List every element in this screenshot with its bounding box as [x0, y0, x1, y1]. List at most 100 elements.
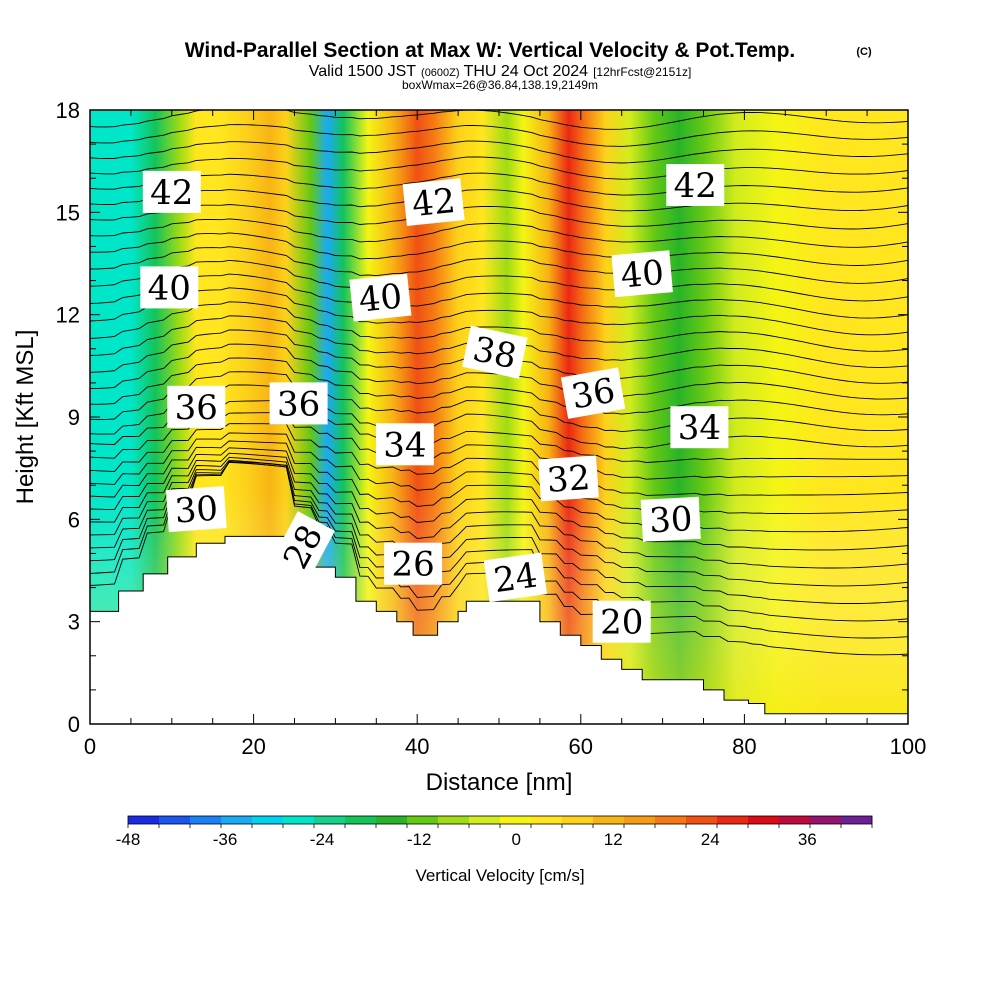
- contour-label-text: 36: [277, 384, 320, 424]
- isentrope-line: [90, 384, 908, 450]
- subtitle-valid: Valid 1500 JST: [309, 63, 417, 80]
- colorbar-swatch: [531, 816, 563, 824]
- contour-label-text: 30: [173, 489, 219, 532]
- colorbar-swatch: [128, 816, 160, 824]
- colorbar-swatch: [159, 816, 191, 824]
- isentrope-line: [90, 459, 908, 604]
- y-axis-label: Height [Kft MSL]: [12, 330, 39, 505]
- y-tick-label: 3: [68, 610, 80, 635]
- subtitle-forecast: [12hrFcst@2151z]: [593, 65, 691, 79]
- colorbar: -48 -36 -24 -12 0 12 24 36: [116, 815, 873, 849]
- colorbar-swatch: [345, 816, 377, 824]
- isentrope-line: [90, 189, 908, 212]
- colorbar-swatch: [438, 816, 470, 824]
- isentrope-line: [90, 423, 908, 497]
- contour-label-text: 30: [648, 499, 693, 541]
- contour-label-text: 20: [600, 603, 643, 643]
- contour-label: 26: [384, 542, 443, 585]
- contour-label-box: [167, 385, 226, 428]
- contour-label-text: 42: [674, 166, 717, 206]
- x-tick-label: 0: [84, 734, 96, 759]
- isentrope-line: [90, 246, 908, 284]
- colorbar-swatch: [314, 816, 346, 824]
- colorbar-tick-label: 36: [798, 830, 817, 849]
- colorbar-tick-label: -24: [310, 830, 335, 849]
- contour-label: 42: [666, 164, 725, 206]
- contour-label-text: 42: [150, 173, 193, 213]
- isentrope-line: [90, 432, 908, 515]
- contour-label-text: 26: [391, 545, 434, 585]
- isentrope-line: [90, 440, 908, 533]
- contour-label-text: 34: [383, 425, 426, 465]
- colorbar-swatch: [748, 816, 780, 824]
- contour-label: 30: [165, 486, 227, 533]
- contour-label-box: [140, 266, 199, 309]
- title-copyright-mark: (C): [856, 46, 872, 58]
- contour-label: 36: [269, 382, 328, 425]
- contour-label: 34: [670, 406, 729, 449]
- y-tick-label: 15: [56, 200, 80, 225]
- isentrope-line: [90, 232, 908, 266]
- subtitle-date: THU 24 Oct 2024: [464, 63, 589, 80]
- contour-label-box: [670, 406, 729, 449]
- colorbar-tick-label: -48: [116, 830, 141, 849]
- colorbar-swatch: [655, 816, 687, 824]
- contour-label-text: 24: [491, 555, 539, 601]
- contour-label: 36: [167, 385, 226, 428]
- colorbar-swatch: [810, 816, 842, 824]
- subtitle-boxwmax: boxWmax=26@36.84,138.19,2149m: [402, 78, 598, 92]
- contour-label-text: 40: [357, 276, 404, 320]
- isentrope-line: [90, 357, 908, 416]
- contour-label-box: [666, 164, 725, 206]
- contour-label: 34: [375, 423, 434, 466]
- plot-field: [90, 110, 908, 724]
- y-tick-label: 0: [68, 712, 80, 737]
- contour-label-text: 32: [546, 458, 592, 501]
- contour-label: 24: [483, 552, 548, 603]
- contour-label-box: [375, 423, 434, 466]
- contour-label-text: 42: [410, 181, 457, 225]
- contour-label-box: [384, 542, 443, 585]
- contour-label: 40: [140, 266, 199, 309]
- colorbar-swatch: [562, 816, 594, 824]
- colorbar-swatch: [469, 816, 501, 824]
- contour-label-text: 36: [568, 371, 618, 418]
- y-tick-label: 9: [68, 405, 80, 430]
- colorbar-swatch: [283, 816, 315, 824]
- terrain-mask: [90, 535, 908, 724]
- isentrope-line: [90, 124, 908, 147]
- contour-label: 32: [538, 455, 599, 502]
- contour-label-box: [611, 250, 673, 298]
- colorbar-swatch: [500, 816, 532, 824]
- isentrope-line: [90, 412, 908, 480]
- chart-title: Wind-Parallel Section at Max W: Vertical…: [185, 39, 872, 62]
- contour-label-box: [462, 325, 528, 379]
- isentrope-line: [90, 456, 908, 587]
- colorbar-swatch: [779, 816, 811, 824]
- contour-label-box: [592, 600, 651, 643]
- isentrope-line: [90, 461, 908, 622]
- isentrope-line: [90, 371, 908, 433]
- colorbar-tick-label: 0: [511, 830, 520, 849]
- isentrope-line: [90, 400, 908, 463]
- contour-label: 40: [611, 250, 673, 298]
- contour-label-box: [560, 367, 626, 419]
- colorbar-swatch: [376, 816, 408, 824]
- colorbar-tick-label: -36: [213, 830, 238, 849]
- contour-label: 42: [142, 170, 201, 213]
- isentrope-line: [90, 156, 908, 180]
- contour-label-text: 34: [678, 408, 721, 448]
- isentrope-line: [90, 452, 908, 569]
- contour-label-box: [269, 382, 328, 425]
- colorbar-swatch: [841, 816, 873, 824]
- isentrope-line: [90, 140, 908, 164]
- isentrope-line: [90, 273, 908, 319]
- colorbar-swatch: [252, 816, 284, 824]
- contour-label-box: [349, 273, 412, 322]
- isentrope-line: [90, 301, 908, 352]
- colorbar-swatch: [593, 816, 625, 824]
- contour-label-box: [270, 511, 335, 583]
